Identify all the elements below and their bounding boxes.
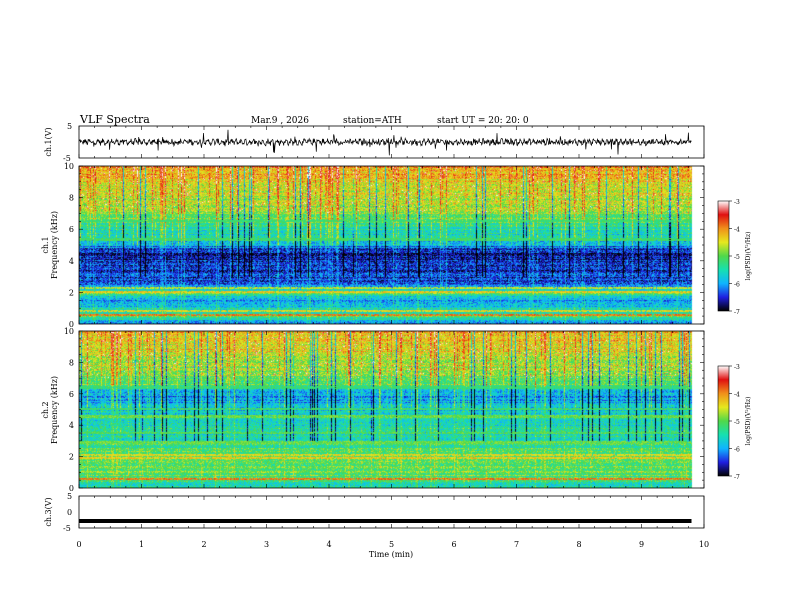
ch1-waveform-panel: 5 -5 ch.1(V) (44, 122, 705, 163)
ytick-label: 10 (64, 327, 74, 336)
ch2-frequency-label: Frequency (kHz) (50, 376, 59, 444)
ch1-frequency-label: Frequency (kHz) (50, 211, 59, 279)
ch1-colorbar (717, 200, 730, 312)
ch2-spectrogram-ylabel: ch.2 (41, 401, 50, 418)
xtick-label: 4 (326, 540, 331, 549)
ch3-waveform-ylabel: ch.3(V) (44, 497, 53, 526)
xtick-label: 6 (451, 540, 456, 549)
ch1-waveform-line (78, 129, 692, 156)
colorbar-tick-label: -5 (734, 419, 740, 426)
colorbar-tick-label: -4 (734, 227, 740, 234)
ytick-label: 2 (69, 453, 74, 462)
ytick-label: 0 (69, 484, 74, 493)
ch2-spectrogram-image (79, 331, 704, 488)
xtick-label: 9 (639, 540, 644, 549)
ch3-waveform-frame (78, 495, 705, 529)
colorbar-tick-label: -3 (734, 199, 740, 206)
xtick-label: 8 (576, 540, 581, 549)
ch3-ytick-top: 5 (67, 492, 72, 501)
xtick-label: 7 (514, 540, 519, 549)
ch1-waveform-ylabel: ch.1(V) (44, 127, 53, 156)
ch2-colorbar (717, 365, 730, 477)
colorbar-tick-label: -7 (734, 309, 740, 316)
xtick-label: 0 (76, 540, 81, 549)
ytick-label: 10 (64, 162, 74, 171)
ch1-colorbar-label: log(PSD)(V²/Hz) (745, 232, 752, 281)
figure-title: VLF Spectra (79, 113, 150, 126)
colorbar-tick-label: -6 (734, 447, 740, 454)
x-axis-label: Time (min) (369, 550, 413, 559)
ytick-label: 0 (69, 320, 74, 329)
xtick-label: 5 (389, 540, 394, 549)
start-ut-label: start UT = 20: 20: 0 (437, 116, 529, 126)
xtick-label: 3 (264, 540, 269, 549)
ytick-label: 6 (69, 390, 74, 399)
xtick-label: 1 (139, 540, 144, 549)
ytick-label: 8 (69, 194, 74, 203)
xtick-label: 10 (699, 540, 709, 549)
ytick-label: 4 (69, 421, 74, 430)
ch1-ytick-bottom: -5 (63, 154, 71, 163)
colorbar-tick-label: -4 (734, 392, 740, 399)
colorbar-tick-label: -7 (734, 474, 740, 481)
ch1-spectrogram-image (79, 166, 704, 324)
ch2-colorbar-label: log(PSD)(V²/Hz) (745, 397, 752, 446)
ytick-label: 2 (69, 288, 74, 297)
ytick-label: 4 (69, 257, 74, 266)
ch1-spectrogram-ylabel: ch.1 (41, 236, 50, 253)
ytick-label: 8 (69, 358, 74, 367)
ch3-waveform-panel: 5 0 -5 ch.3(V) 0 1 2 3 4 5 6 7 8 9 10 Time (min) (44, 492, 709, 559)
station-label: station=ATH (343, 116, 402, 126)
ch3-ytick-mid: 0 (67, 508, 72, 517)
ch3-ytick-bottom: -5 (63, 524, 71, 533)
xtick-label: 2 (201, 540, 206, 549)
ytick-label: 6 (69, 225, 74, 234)
ch1-ytick-top: 5 (67, 122, 72, 131)
colorbar-tick-label: -3 (734, 364, 740, 371)
colorbar-tick-label: -5 (734, 254, 740, 261)
colorbar-tick-label: -6 (734, 282, 740, 289)
date-label: Mar.9 , 2026 (251, 116, 309, 126)
